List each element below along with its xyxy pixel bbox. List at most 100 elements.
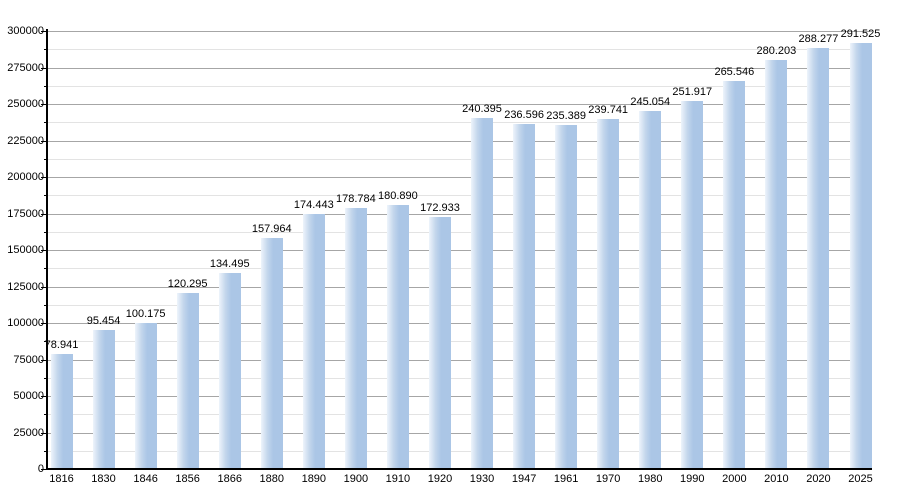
bar — [92, 329, 115, 469]
x-axis-label: 1816 — [49, 473, 74, 485]
gridline-minor — [48, 158, 872, 160]
y-axis-label: 125000 — [7, 280, 44, 293]
bar — [260, 238, 283, 469]
gridline-minor — [48, 268, 872, 270]
x-axis-label: 1970 — [595, 473, 621, 485]
bar — [639, 111, 662, 469]
bar-value-label: 235.389 — [546, 110, 587, 123]
x-axis-label: 1920 — [427, 473, 453, 485]
bar — [723, 81, 746, 469]
y-axis-major-tick — [41, 359, 48, 361]
bar-value-label: 236.596 — [504, 108, 544, 121]
y-axis-major-tick — [41, 432, 48, 434]
bar-value-label: 78.941 — [44, 338, 79, 351]
gridline-minor — [48, 49, 872, 51]
x-axis-label: 2010 — [764, 473, 789, 485]
x-axis-label: 2025 — [848, 473, 873, 485]
bar — [428, 216, 451, 469]
bar — [513, 123, 536, 469]
x-axis-line — [46, 468, 872, 470]
bar-value-label: 120.295 — [167, 278, 208, 291]
x-axis-label: 1830 — [91, 473, 116, 485]
x-axis-label: 1930 — [469, 473, 495, 485]
gridline-major — [48, 396, 872, 397]
x-axis-label: 1900 — [343, 473, 369, 485]
y-axis-label: 250000 — [7, 98, 44, 110]
bar-value-label: 291.525 — [840, 28, 881, 41]
x-axis-label: 1980 — [637, 473, 663, 485]
y-axis-label: 0 — [37, 463, 44, 475]
y-axis-label: 200000 — [7, 171, 44, 183]
gridline-major — [48, 250, 872, 251]
x-axis-label: 1866 — [217, 473, 242, 485]
y-axis-major-tick — [41, 469, 48, 470]
x-axis-label: 1880 — [259, 473, 284, 485]
y-axis-major-tick — [41, 67, 48, 69]
bar — [134, 322, 157, 469]
bar-value-label: 288.277 — [798, 33, 839, 46]
gridline-minor — [48, 304, 872, 306]
gridline-minor — [48, 85, 872, 87]
bar-value-label: 180.890 — [378, 189, 418, 202]
bar — [471, 118, 494, 469]
y-axis-label: 225000 — [7, 134, 44, 147]
x-axis-label: 1910 — [385, 473, 411, 485]
y-axis-line — [46, 29, 48, 470]
bar — [344, 207, 367, 469]
gridline-major — [48, 177, 872, 178]
bar-value-label: 240.395 — [462, 103, 502, 116]
y-axis-major-tick — [41, 213, 48, 215]
gridline-major — [48, 104, 872, 105]
gridline-minor — [48, 450, 872, 452]
x-axis-label: 2020 — [806, 473, 831, 485]
gridline-major — [48, 432, 872, 434]
y-axis-label: 100000 — [7, 317, 44, 329]
bar — [597, 118, 620, 469]
bar — [765, 59, 788, 469]
y-axis-major-tick — [41, 323, 48, 324]
bar — [218, 272, 241, 469]
x-axis-label: 1947 — [511, 473, 537, 485]
gridline-minor — [48, 377, 872, 379]
y-axis-label: 50000 — [13, 390, 44, 402]
x-axis-label: 1961 — [553, 473, 579, 485]
bar-value-label: 239.741 — [588, 103, 629, 116]
bar-value-label: 178.784 — [335, 192, 376, 205]
gridline-major — [48, 286, 872, 288]
bar-value-label: 157.964 — [251, 223, 292, 236]
y-axis-label: 275000 — [7, 61, 44, 74]
y-axis-label: 25000 — [13, 426, 44, 439]
bar-value-label: 134.495 — [209, 257, 250, 270]
y-axis-label: 175000 — [7, 207, 44, 220]
x-axis-label: 1856 — [175, 473, 200, 485]
y-axis-major-tick — [41, 177, 48, 178]
y-axis-major-tick — [41, 31, 48, 32]
y-axis-major-tick — [41, 250, 48, 251]
gridline-major — [48, 140, 872, 142]
gridline-minor — [48, 231, 872, 233]
bar-value-label: 251.917 — [672, 86, 713, 99]
bar-value-label: 245.054 — [630, 96, 671, 109]
gridline-major — [48, 323, 872, 324]
bar — [849, 43, 872, 469]
y-axis-label: 150000 — [7, 244, 44, 256]
gridline-minor — [48, 414, 872, 416]
bar — [555, 125, 578, 469]
y-axis-major-tick — [41, 286, 48, 288]
gridline-major — [48, 213, 872, 215]
bar — [386, 204, 409, 469]
bar-value-label: 100.175 — [125, 307, 166, 320]
bar — [176, 293, 199, 469]
gridline-major — [48, 31, 872, 32]
bar — [681, 101, 704, 469]
bar-value-label: 95.454 — [86, 314, 121, 327]
y-axis-major-tick — [41, 396, 48, 397]
y-axis-major-tick — [41, 104, 48, 105]
gridline-major — [48, 67, 872, 69]
bar-value-label: 172.933 — [420, 201, 460, 214]
x-axis-label: 2000 — [722, 473, 747, 485]
gridline-minor — [48, 195, 872, 197]
x-axis-label: 1990 — [680, 473, 705, 485]
y-axis-major-tick — [41, 140, 48, 142]
